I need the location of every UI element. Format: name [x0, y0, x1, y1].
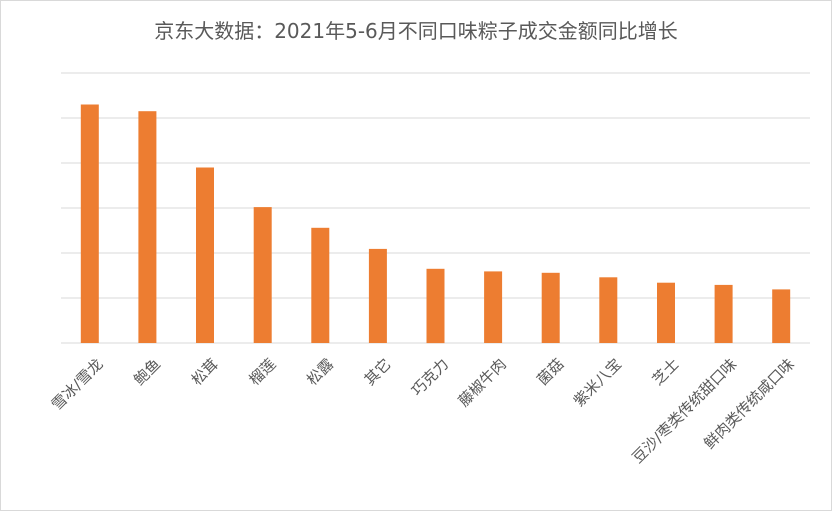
bar [138, 111, 157, 343]
x-tick-label: 豆沙/枣类传统甜口味 [629, 355, 741, 467]
x-tick-label: 鲍鱼 [130, 355, 164, 389]
x-tick-label: 松茸 [188, 355, 222, 389]
bars [80, 104, 791, 344]
bar [311, 227, 330, 343]
bar [599, 277, 618, 343]
bar [368, 248, 387, 343]
bar [426, 268, 445, 344]
bar [484, 271, 503, 343]
x-tick-label: 榴莲 [245, 355, 279, 389]
x-tick-label: 巧克力 [408, 355, 453, 400]
x-tick-label: 雪冰/雪龙 [48, 355, 107, 414]
chart-title: 京东大数据：2021年5-6月不同口味粽子成交金额同比增长 [154, 19, 678, 43]
bar [196, 167, 214, 343]
bar [714, 284, 733, 343]
x-tick-label: 菌菇 [534, 355, 568, 389]
bar [657, 282, 675, 343]
x-tick-label: 其它 [361, 355, 395, 389]
bar [772, 289, 791, 343]
x-tick-label: 藤椒牛肉 [455, 355, 510, 410]
x-tick-label: 紫米八宝 [570, 355, 625, 410]
x-tick-label: 芝士 [649, 355, 683, 389]
bar [80, 104, 99, 343]
bar [253, 207, 272, 343]
bar [541, 272, 560, 343]
x-axis-labels: 雪冰/雪龙 鲍鱼 松茸 榴莲 松露 其它 巧克力 藤椒牛肉 菌菇 紫米八宝 芝士豆沙/枣类传统甜口味… [48, 355, 798, 467]
x-tick-label: 松露 [303, 355, 337, 389]
